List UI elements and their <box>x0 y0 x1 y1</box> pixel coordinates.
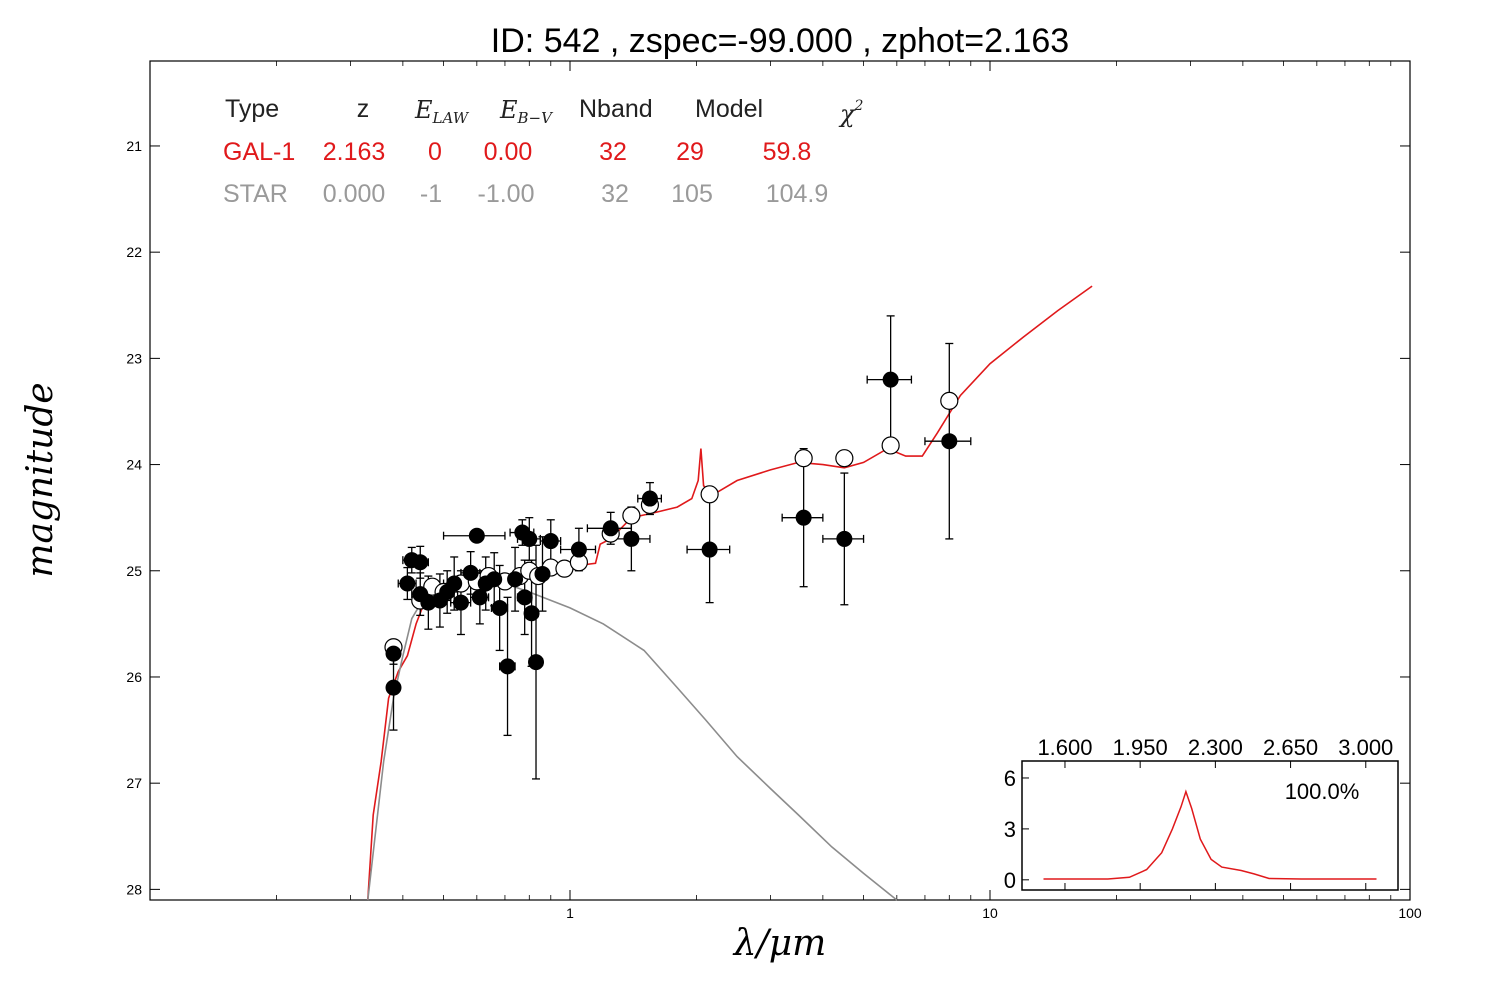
observed-point <box>491 599 508 616</box>
observed-point <box>399 575 416 592</box>
star-chi2: 104.9 <box>766 180 829 208</box>
table-header-elaw: ELAW <box>414 96 470 127</box>
star-type: STAR <box>223 180 288 208</box>
inset-x-tick-label: 2.650 <box>1263 735 1318 760</box>
gal-ebv: 0.00 <box>484 138 533 166</box>
inset-probability-label: 100.0% <box>1285 779 1360 804</box>
observed-point <box>542 533 559 550</box>
gal-z: 2.163 <box>323 138 386 166</box>
observed-point <box>385 679 402 696</box>
y-tick-label: 25 <box>126 563 142 579</box>
observed-point <box>602 520 619 537</box>
x-axis-label: λ/μm <box>732 923 826 964</box>
table-header-type: Type <box>225 95 279 123</box>
observed-point <box>507 571 524 588</box>
error-bars <box>387 315 972 780</box>
model-point <box>881 436 900 455</box>
observed-point <box>570 541 587 558</box>
plot-frame <box>149 60 1411 901</box>
inset-x-tick-label: 2.300 <box>1188 735 1243 760</box>
y-tick-label: 26 <box>126 669 142 685</box>
observed-point <box>452 594 469 611</box>
observed-point <box>523 605 540 622</box>
chart-title: ID: 542 , zspec=-99.000 , zphot=2.163 <box>491 22 1069 60</box>
x-tick-label: 1 <box>566 905 574 921</box>
star-nband: 32 <box>601 180 629 208</box>
observed-point <box>941 433 958 450</box>
x-tick-label: 100 <box>1398 905 1422 921</box>
legend-table: Type z ELAW EB−V Nband Model χ2 GAL-1 2.… <box>223 95 864 208</box>
star-template-curve <box>367 580 898 901</box>
y-tick-label: 22 <box>126 244 142 260</box>
inset-x-tick-label: 1.600 <box>1037 735 1092 760</box>
observed-point <box>836 530 853 547</box>
gal-model: 29 <box>676 138 704 166</box>
observed-point <box>795 509 812 526</box>
table-header-model: Model <box>695 95 763 123</box>
gal-type: GAL-1 <box>223 138 295 166</box>
observed-point <box>499 658 516 675</box>
model-point <box>835 449 854 468</box>
table-header-ebv: EB−V <box>499 96 554 127</box>
model-point <box>700 485 719 504</box>
star-elaw: -1 <box>420 180 442 208</box>
inset-y-tick-label: 0 <box>1004 868 1016 893</box>
inset-frame <box>1021 760 1399 891</box>
observed-point <box>462 564 479 581</box>
observed-point <box>385 645 402 662</box>
inset-y-axis: 0 3 6 <box>1004 766 1029 893</box>
y-axis: 21 22 23 24 25 26 27 28 <box>126 138 1410 897</box>
y-tick-label: 27 <box>126 775 142 791</box>
gal-elaw: 0 <box>428 138 442 166</box>
pdf-line <box>1043 789 1377 880</box>
table-row-star: STAR 0.000 -1 -1.00 32 105 104.9 <box>223 180 828 208</box>
gal-nband: 32 <box>599 138 627 166</box>
inset-y-tick-label: 3 <box>1004 817 1016 842</box>
table-row-galaxy: GAL-1 2.163 0 0.00 32 29 59.8 <box>223 138 811 166</box>
gal-chi2: 59.8 <box>763 138 812 166</box>
observed-point <box>471 589 488 606</box>
photometry-points <box>384 371 959 696</box>
y-axis-label: magnitude <box>20 382 61 577</box>
inset-y-tick-label: 6 <box>1004 766 1016 791</box>
observed-point <box>446 575 463 592</box>
observed-point <box>882 371 899 388</box>
observed-point <box>641 490 658 507</box>
star-model: 105 <box>671 180 713 208</box>
observed-point <box>534 565 551 582</box>
table-header-z: z <box>357 95 370 123</box>
model-point <box>940 391 959 410</box>
star-z: 0.000 <box>323 180 386 208</box>
observed-point <box>623 530 640 547</box>
inset-pdf-curve <box>1043 789 1377 880</box>
x-tick-label: 10 <box>982 905 998 921</box>
observed-point <box>486 571 503 588</box>
y-tick-label: 23 <box>126 350 142 366</box>
inset-x-tick-label: 1.950 <box>1113 735 1168 760</box>
observed-point <box>528 654 545 671</box>
observed-point <box>468 527 485 544</box>
observed-point <box>516 589 533 606</box>
inset-x-axis: 1.600 1.950 2.300 2.650 3.000 <box>1037 735 1393 890</box>
zphot-pdf-inset: 1.600 1.950 2.300 2.650 3.000 0 3 6 100.0% <box>1004 735 1399 893</box>
inset-x-tick-label: 3.000 <box>1338 735 1393 760</box>
table-header-chi2: χ2 <box>838 98 864 128</box>
model-point <box>794 449 813 468</box>
y-tick-label: 28 <box>126 881 142 897</box>
y-tick-label: 21 <box>126 138 142 154</box>
observed-point <box>521 530 538 547</box>
y-tick-label: 24 <box>126 457 142 473</box>
model-point <box>622 506 641 525</box>
observed-point <box>701 541 718 558</box>
x-axis: 1 10 100 <box>276 61 1422 921</box>
observed-point <box>412 554 429 571</box>
table-header-nband: Nband <box>579 95 653 123</box>
star-ebv: -1.00 <box>478 180 535 208</box>
